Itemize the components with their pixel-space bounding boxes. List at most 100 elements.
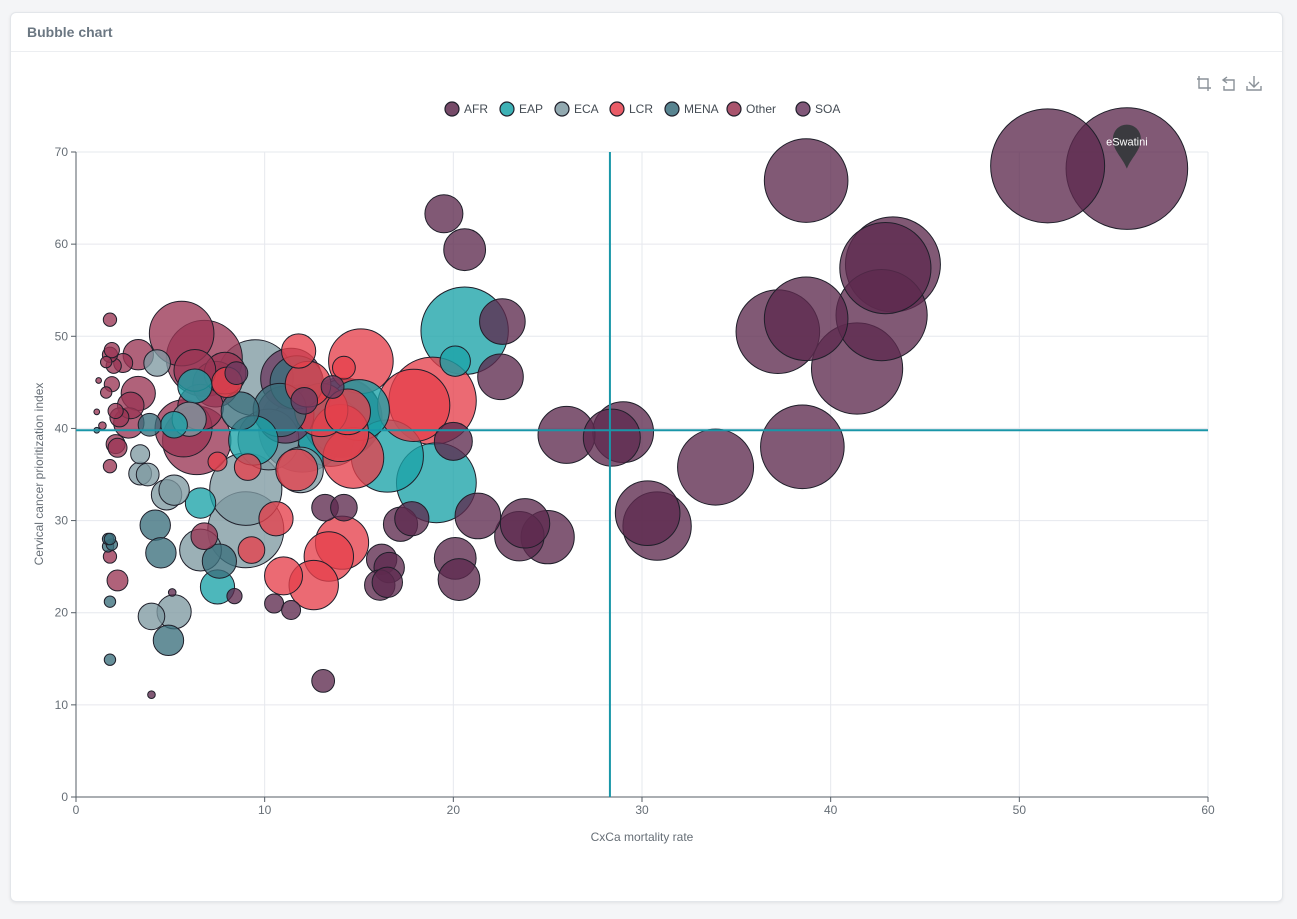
bubble-other[interactable] — [107, 437, 128, 458]
legend-label: Other — [746, 102, 776, 116]
bubble-mena[interactable] — [145, 537, 177, 569]
grid — [76, 151, 1209, 797]
x-tick-label: 50 — [1013, 803, 1027, 817]
legend-label: ECA — [574, 102, 599, 116]
bubble-mena[interactable] — [152, 624, 185, 657]
bubble-afr[interactable] — [479, 298, 526, 345]
bubble-eca[interactable] — [135, 462, 160, 487]
bubble-lcr[interactable] — [258, 501, 294, 537]
bubble-other[interactable] — [93, 408, 101, 416]
bubble-eap[interactable] — [439, 345, 471, 377]
crop-icon[interactable] — [1196, 75, 1212, 91]
bubble-afr[interactable] — [311, 669, 336, 693]
restore-icon[interactable] — [1221, 75, 1237, 91]
legend-item-mena[interactable]: MENA — [664, 101, 719, 117]
bubble-afr[interactable] — [394, 501, 430, 537]
y-tick-label: 70 — [55, 145, 69, 159]
bubble-afr[interactable] — [443, 228, 487, 272]
x-tick-label: 60 — [1201, 803, 1215, 817]
bubble-lcr[interactable] — [275, 448, 319, 492]
legend-label: EAP — [519, 102, 543, 116]
bubble-other[interactable] — [190, 522, 219, 551]
legend-item-afr[interactable]: AFR — [444, 101, 488, 117]
bubble-lcr[interactable] — [332, 355, 356, 380]
bubble-afr[interactable] — [226, 588, 243, 605]
bubble-afr[interactable] — [582, 408, 641, 467]
bubble-mena[interactable] — [137, 412, 162, 437]
bubble-mena[interactable] — [103, 653, 117, 666]
legend: AFR EAP ECA LCR MENA Other SOA — [444, 101, 840, 117]
bubble-other[interactable] — [103, 342, 120, 359]
bubble-afr[interactable] — [147, 690, 156, 700]
bubble-mena[interactable] — [201, 543, 237, 579]
bubble-afr[interactable] — [763, 138, 849, 223]
bubble-other[interactable] — [98, 421, 107, 430]
bubble-other[interactable] — [107, 402, 124, 420]
bubble-afr[interactable] — [281, 599, 302, 620]
bubble-afr[interactable] — [330, 493, 358, 522]
legend-swatch — [609, 101, 625, 117]
bubble-eca[interactable] — [130, 444, 151, 465]
bubble-afr[interactable] — [371, 566, 403, 599]
bubble-afr[interactable] — [760, 404, 845, 490]
bubble-afr[interactable] — [477, 353, 524, 401]
bubble-other[interactable] — [99, 386, 113, 399]
bubble-soa[interactable] — [320, 375, 345, 399]
legend-label: MENA — [684, 102, 719, 116]
legend-item-eca[interactable]: ECA — [554, 101, 599, 117]
legend-item-eap[interactable]: EAP — [499, 101, 543, 117]
bubble-afr[interactable] — [167, 588, 177, 597]
legend-item-lcr[interactable]: LCR — [609, 101, 653, 117]
bubble-soa[interactable] — [224, 361, 249, 386]
reference-lines — [76, 152, 1208, 797]
bubble-afr[interactable] — [454, 492, 502, 540]
legend-item-other[interactable]: Other — [726, 101, 776, 117]
bubble-lcr[interactable] — [207, 451, 228, 472]
bubble-afr[interactable] — [264, 593, 285, 614]
bubble-mena[interactable] — [103, 532, 117, 546]
bubble-lcr[interactable] — [237, 536, 266, 564]
bubble-afr[interactable] — [424, 194, 464, 234]
x-axis-label: CxCa mortality rate — [591, 830, 694, 844]
y-tick-label: 50 — [55, 329, 69, 343]
bubble-mena[interactable] — [139, 509, 171, 541]
bubble-eca[interactable] — [158, 474, 190, 506]
bubble-lcr[interactable] — [281, 333, 317, 369]
download-icon[interactable] — [1246, 75, 1262, 91]
legend-swatch — [664, 101, 680, 117]
bubble-eca[interactable] — [143, 349, 171, 377]
annotation: eSwatini — [1106, 124, 1148, 169]
bubble-other[interactable] — [102, 312, 118, 327]
bubble-soa[interactable] — [290, 386, 319, 415]
bubble-eap[interactable] — [160, 410, 188, 439]
legend-swatch — [554, 101, 570, 117]
bubble-eap[interactable] — [184, 487, 217, 519]
bubble-afr[interactable] — [839, 222, 932, 315]
legend-swatch — [444, 101, 460, 117]
bubble-afr[interactable] — [990, 108, 1106, 224]
y-tick-label: 60 — [55, 237, 69, 251]
bubble-afr[interactable] — [433, 421, 473, 461]
bubble-afr[interactable] — [499, 498, 551, 549]
bubble-other[interactable] — [99, 355, 113, 369]
toolbox — [1196, 75, 1262, 91]
bubble-afr[interactable] — [677, 428, 755, 506]
bubble-lcr[interactable] — [264, 556, 304, 596]
legend-label: AFR — [464, 102, 488, 116]
legend-item-soa[interactable]: SOA — [795, 101, 840, 117]
bubble-afr[interactable] — [763, 276, 849, 362]
y-tick-label: 40 — [55, 421, 69, 435]
legend-swatch — [499, 101, 515, 117]
bubble-lcr[interactable] — [324, 388, 371, 436]
bubble-mena[interactable] — [103, 595, 117, 608]
bubble-eap[interactable] — [177, 368, 213, 404]
bubble-other[interactable] — [102, 459, 118, 474]
bubble-eca[interactable] — [137, 602, 166, 631]
bubble-lcr[interactable] — [233, 453, 262, 481]
bubble-afr[interactable] — [437, 558, 481, 601]
bubble-other[interactable] — [95, 377, 102, 384]
bubble-afr[interactable] — [614, 480, 681, 547]
bubble-other[interactable] — [106, 569, 129, 592]
y-axis-label: Cervical cancer prioritization index — [32, 383, 46, 566]
legend-label: SOA — [815, 102, 840, 116]
